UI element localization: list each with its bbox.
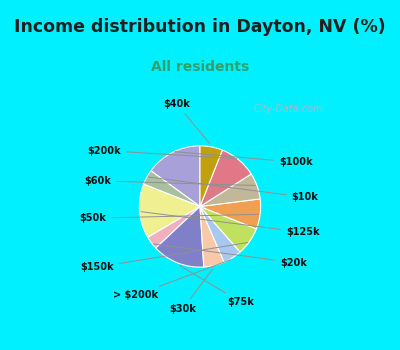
Text: $200k: $200k — [88, 146, 237, 159]
Text: $50k: $50k — [79, 213, 258, 223]
Text: $100k: $100k — [175, 152, 312, 167]
Text: All residents: All residents — [151, 60, 249, 74]
Text: $75k: $75k — [180, 265, 254, 307]
Wedge shape — [200, 199, 261, 229]
Text: $40k: $40k — [163, 99, 210, 144]
Text: $150k: $150k — [80, 243, 248, 272]
Text: $10k: $10k — [148, 177, 318, 202]
Text: $30k: $30k — [169, 269, 213, 314]
Text: Income distribution in Dayton, NV (%): Income distribution in Dayton, NV (%) — [14, 18, 386, 36]
Wedge shape — [151, 146, 200, 206]
Text: $20k: $20k — [153, 244, 307, 267]
Wedge shape — [139, 184, 200, 237]
Text: $60k: $60k — [84, 176, 256, 186]
Text: $125k: $125k — [141, 212, 320, 237]
Wedge shape — [144, 171, 200, 206]
Wedge shape — [200, 206, 224, 267]
Wedge shape — [156, 206, 204, 267]
Text: City-Data.com: City-Data.com — [254, 104, 323, 113]
Wedge shape — [200, 150, 251, 206]
Wedge shape — [200, 206, 256, 252]
Text: > $200k: > $200k — [113, 260, 230, 300]
Wedge shape — [200, 174, 260, 206]
Wedge shape — [200, 206, 240, 262]
Wedge shape — [148, 206, 200, 248]
Wedge shape — [200, 146, 222, 206]
